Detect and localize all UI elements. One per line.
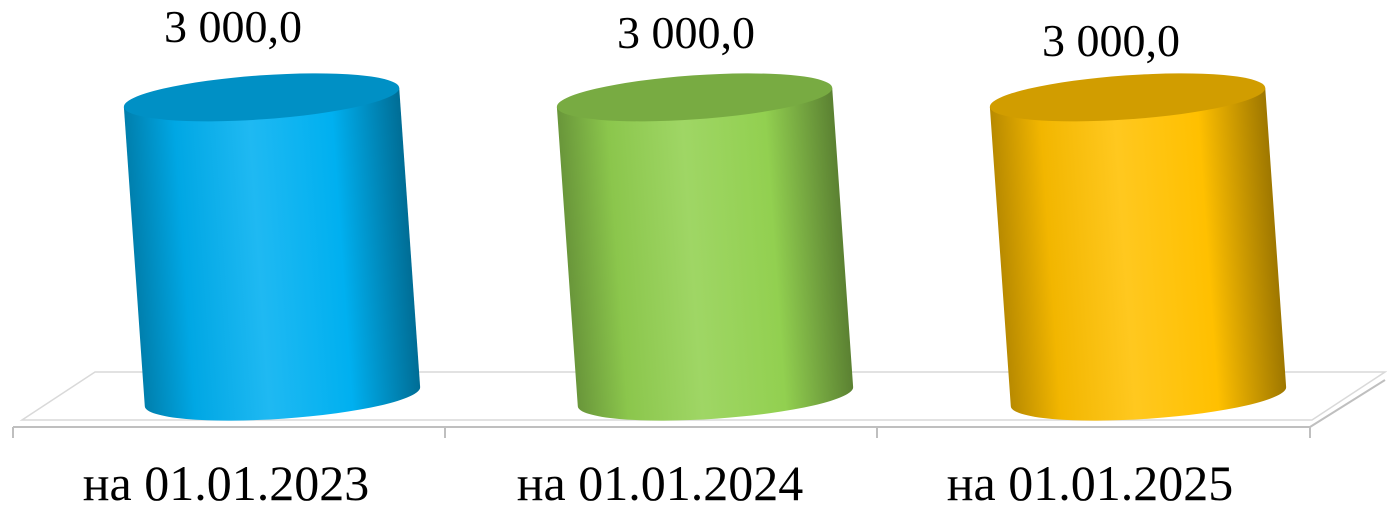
bar-cylinder-body <box>556 87 854 421</box>
x-tick-label: на 01.01.2025 <box>947 455 1233 509</box>
floor-depth-edge <box>1309 379 1386 428</box>
data-labels: 3 000,0 3 000,0 3 000,0 <box>164 1 1180 66</box>
bar-cylinder-body <box>989 87 1287 421</box>
data-label: 3 000,0 <box>617 7 755 58</box>
x-tick-label: на 01.01.2024 <box>517 455 803 509</box>
bar-cylinder-top <box>989 73 1266 122</box>
bar-cylinder-body <box>123 87 421 421</box>
data-label: 3 000,0 <box>1042 15 1180 66</box>
bar-series <box>123 73 1287 421</box>
bar-cylinder <box>123 73 421 421</box>
x-axis: на 01.01.2023 на 01.01.2024 на 01.01.202… <box>12 379 1386 509</box>
bar-cylinder <box>989 73 1287 421</box>
bar-cylinder <box>556 73 854 421</box>
data-label: 3 000,0 <box>164 1 302 52</box>
bar-cylinder-top <box>123 73 400 122</box>
x-tick-label: на 01.01.2023 <box>83 455 369 509</box>
bar-cylinder-top <box>556 73 833 122</box>
